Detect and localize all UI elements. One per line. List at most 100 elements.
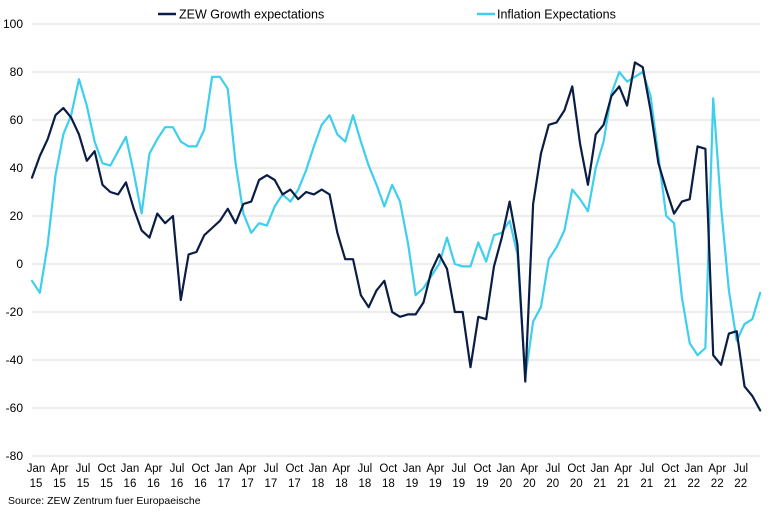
x-tick-label: Jan 17	[215, 463, 234, 490]
x-tick-month: Oct	[98, 463, 117, 475]
x-tick-label: Oct 19	[473, 463, 492, 490]
x-tick-year: 15	[77, 478, 90, 490]
x-tick-month: Jul	[170, 463, 185, 475]
x-tick-label: Oct 15	[98, 463, 117, 490]
grid-lines	[32, 23, 760, 457]
y-axis-ticks: 100 80 60 40 20 0 -20 -40 -60 -80	[3, 17, 23, 463]
x-tick-year: 16	[124, 478, 137, 490]
x-tick-month: Apr	[51, 463, 69, 475]
x-tick-label: Jul 15	[76, 463, 91, 490]
x-tick-year: 17	[241, 478, 254, 490]
x-tick-label: Jan 22	[684, 463, 703, 490]
x-tick-year: 21	[617, 478, 630, 490]
x-tick-month: Oct	[567, 463, 586, 475]
x-tick-month: Apr	[520, 463, 538, 475]
legend-label-inflation: Inflation Expectations	[497, 8, 616, 22]
series-line-inflation	[30, 70, 762, 378]
x-tick-month: Apr	[614, 463, 632, 475]
x-tick-month: Jan	[403, 463, 422, 475]
x-tick-label: Apr 20	[520, 463, 538, 490]
series-line-zew-growth	[30, 61, 762, 412]
x-tick-label: Jul 19	[451, 463, 466, 490]
x-tick-label: Jul 16	[170, 463, 185, 490]
x-tick-label: Apr 17	[238, 463, 256, 490]
x-tick-label: Jan 16	[121, 463, 140, 490]
x-tick-month: Jan	[121, 463, 140, 475]
x-tick-year: 18	[311, 478, 324, 490]
x-tick-label: Apr 19	[426, 463, 444, 490]
x-tick-month: Jan	[684, 463, 703, 475]
x-tick-month: Oct	[661, 463, 680, 475]
x-tick-label: Jul 22	[733, 463, 748, 490]
x-tick-label: Jul 18	[358, 463, 373, 490]
x-tick-year: 21	[593, 478, 606, 490]
legend: ZEW Growth expectations Inflation Expect…	[158, 8, 616, 22]
x-tick-label: Oct 17	[285, 463, 304, 490]
x-tick-month: Jul	[639, 463, 654, 475]
x-tick-month: Jan	[27, 463, 46, 475]
x-tick-month: Apr	[144, 463, 162, 475]
x-tick-year: 16	[194, 478, 207, 490]
x-tick-month: Jan	[497, 463, 516, 475]
x-tick-year: 17	[288, 478, 301, 490]
x-tick-month: Apr	[238, 463, 256, 475]
x-tick-year: 19	[452, 478, 465, 490]
x-tick-month: Jul	[545, 463, 560, 475]
y-tick-label: 60	[10, 113, 24, 127]
x-tick-month: Jul	[733, 463, 748, 475]
x-tick-year: 16	[147, 478, 160, 490]
x-tick-year: 20	[499, 478, 512, 490]
x-tick-year: 19	[405, 478, 418, 490]
x-tick-year: 15	[30, 478, 43, 490]
x-tick-year: 20	[570, 478, 583, 490]
x-tick-label: Apr 22	[708, 463, 726, 490]
y-tick-label: 0	[16, 257, 23, 271]
x-tick-month: Jan	[309, 463, 328, 475]
y-tick-label: -80	[6, 449, 24, 463]
x-tick-year: 21	[640, 478, 653, 490]
x-tick-label: Oct 20	[567, 463, 586, 490]
x-tick-label: Apr 21	[614, 463, 632, 490]
x-tick-label: Jan 18	[309, 463, 328, 490]
x-tick-year: 20	[546, 478, 559, 490]
x-tick-month: Jul	[264, 463, 279, 475]
x-tick-label: Jan 19	[403, 463, 422, 490]
x-tick-month: Oct	[473, 463, 492, 475]
x-tick-year: 19	[429, 478, 442, 490]
x-tick-year: 19	[476, 478, 489, 490]
x-tick-label: Apr 16	[144, 463, 162, 490]
x-tick-year: 22	[734, 478, 747, 490]
x-tick-month: Jul	[358, 463, 373, 475]
y-tick-label: 80	[10, 65, 24, 79]
x-tick-label: Jul 17	[264, 463, 279, 490]
x-tick-label: Apr 18	[332, 463, 350, 490]
y-tick-label: -40	[6, 353, 24, 367]
x-tick-year: 20	[523, 478, 536, 490]
x-tick-label: Oct 16	[191, 463, 210, 490]
x-tick-year: 18	[335, 478, 348, 490]
x-tick-month: Oct	[191, 463, 210, 475]
x-axis-ticks: Jan 15 Apr 15 Jul 15 Oct 15 Jan 16 Apr 16 Jul 16 Oct 16…	[27, 463, 748, 490]
x-tick-month: Apr	[708, 463, 726, 475]
x-tick-label: Jan 21	[590, 463, 609, 490]
x-tick-month: Apr	[332, 463, 350, 475]
x-tick-year: 16	[171, 478, 184, 490]
y-tick-label: -20	[6, 305, 24, 319]
x-tick-year: 17	[218, 478, 231, 490]
series-lines	[30, 61, 762, 412]
x-tick-month: Jul	[76, 463, 91, 475]
x-tick-year: 18	[358, 478, 371, 490]
x-tick-label: Oct 18	[379, 463, 398, 490]
x-tick-year: 15	[100, 478, 113, 490]
x-tick-month: Jan	[215, 463, 234, 475]
y-tick-label: 100	[3, 17, 23, 31]
x-tick-year: 18	[382, 478, 395, 490]
x-tick-year: 17	[265, 478, 278, 490]
x-tick-label: Jan 20	[497, 463, 516, 490]
x-tick-label: Jul 20	[545, 463, 560, 490]
x-tick-year: 15	[53, 478, 66, 490]
x-tick-month: Oct	[379, 463, 398, 475]
y-tick-label: 20	[10, 209, 24, 223]
x-tick-month: Apr	[426, 463, 444, 475]
